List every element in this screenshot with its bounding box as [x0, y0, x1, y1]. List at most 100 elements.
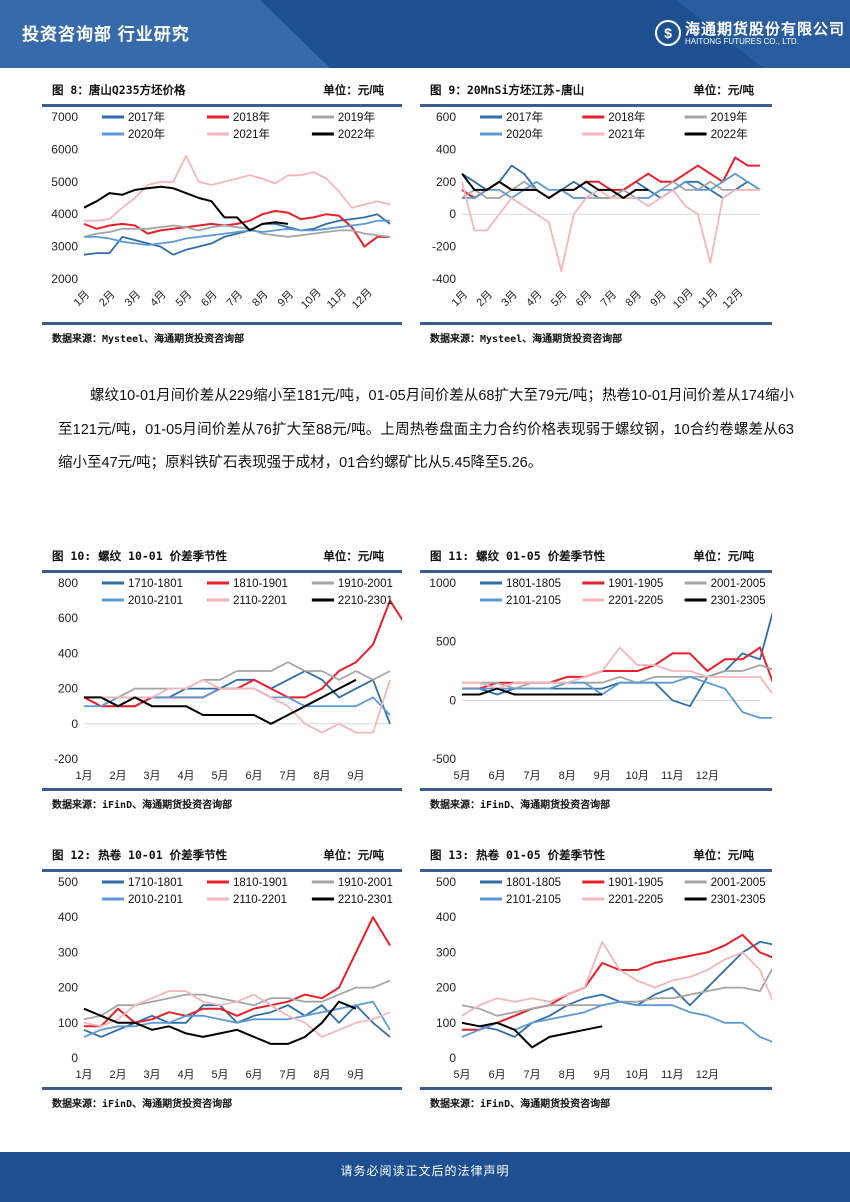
legend-item: 1801-1805	[480, 578, 561, 590]
x-tick-label: 8月	[313, 770, 330, 782]
x-tick-label: 2月	[97, 289, 118, 310]
y-tick-label: -500	[432, 752, 456, 766]
series-line-2019年	[83, 224, 391, 238]
x-tick-label: 9月	[347, 1069, 364, 1081]
legend-label: 2010-2101	[128, 595, 183, 607]
x-tick-label: 3月	[143, 1069, 160, 1081]
series-line-2018年	[461, 156, 760, 199]
series-line-2101-2105	[462, 676, 772, 719]
y-tick-label: 200	[58, 981, 78, 995]
legend-label: 2301-2305	[711, 595, 766, 607]
y-tick-label: 0	[71, 717, 78, 731]
series-line-2301-2305	[461, 1021, 603, 1049]
legend-item: 1710-1801	[102, 578, 183, 590]
x-tick-label: 5月	[453, 770, 470, 782]
legend-item: 2021年	[582, 127, 645, 141]
legend-label: 2022年	[338, 127, 375, 141]
y-tick-label: 600	[58, 611, 78, 625]
legend-item: 1910-2001	[311, 877, 393, 889]
x-tick-label: 5月	[174, 289, 195, 310]
x-tick-label: 2月	[109, 1069, 126, 1081]
chart-unit: 单位：元/吨	[323, 850, 384, 862]
y-tick-label: 500	[58, 875, 78, 889]
legend-item: 2201-2205	[582, 595, 663, 607]
legend-item: 1910-2001	[311, 578, 393, 590]
bottom-rule	[42, 322, 402, 325]
x-tick-label: 3月	[123, 289, 144, 310]
legend-item: 2022年	[684, 127, 748, 141]
series-line-1910-2001	[83, 979, 391, 1021]
chart-plot: -200 0 200 400 600 800 1月 2月 3月 4月 5月 6月 7月 8月 9月 1710-…	[54, 576, 402, 782]
series-line-2022年	[83, 185, 289, 232]
y-tick-label: 400	[58, 646, 78, 660]
chart-plot: 2000 3000 4000 5000 6000 7000 1月 2月 3月 4月 5月 6月 7月 8月…	[51, 110, 391, 311]
y-tick-label: 100	[58, 1016, 78, 1030]
y-tick-label: 6000	[51, 142, 78, 156]
series-line-1810-1901	[83, 599, 402, 708]
legend-item: 2210-2301	[311, 595, 393, 607]
chart-panel-fig12: 图 12: 热卷 10-01 价差季节性 单位：元/吨 数据来源：iFinD、海通期…	[42, 847, 402, 1110]
page-header: 投资咨询部 行业研究 $ 海通期货股份有限公司 HAITONG FUTURES …	[0, 0, 850, 68]
x-tick-label: 4月	[177, 770, 194, 782]
legend-label: 2017年	[506, 110, 543, 124]
x-tick-label: 7月	[279, 770, 296, 782]
x-tick-label: 10月	[299, 286, 324, 311]
y-tick-label: 400	[436, 142, 456, 156]
x-tick-label: 7月	[524, 1069, 541, 1081]
x-tick-label: 5月	[211, 1069, 228, 1081]
x-tick-label: 5月	[453, 1069, 470, 1081]
legend-label: 1810-1901	[233, 877, 288, 889]
y-tick-label: 0	[449, 693, 456, 707]
x-tick-label: 7月	[524, 770, 541, 782]
y-tick-label: 600	[436, 110, 456, 124]
y-tick-label: 2000	[51, 272, 78, 286]
x-tick-label: 9月	[347, 770, 364, 782]
bottom-rule	[420, 1087, 772, 1090]
y-tick-label: -400	[432, 272, 456, 286]
chart-panel-fig11: 图 11: 螺纹 01-05 价差季节性 单位：元/吨 数据来源：iFinD、海通期…	[420, 548, 772, 811]
y-tick-label: 5000	[51, 175, 78, 189]
legend-item: 2301-2305	[684, 595, 766, 607]
x-tick-label: 10月	[626, 770, 649, 782]
y-tick-label: 800	[58, 576, 78, 590]
legend-label: 2101-2105	[506, 595, 561, 607]
x-tick-label: 9月	[276, 289, 297, 310]
x-tick-label: 4月	[524, 289, 545, 310]
series-line-2301-2305	[462, 687, 603, 696]
legend-label: 2201-2205	[608, 894, 663, 906]
y-tick-label: 0	[71, 1051, 78, 1065]
logo-company-name: 海通期货股份有限公司	[685, 21, 846, 38]
haitong-logo-icon: $	[655, 20, 681, 46]
chart-unit: 单位：元/吨	[323, 551, 384, 563]
chart-source: 数据来源：iFinD、海通期货投资咨询部	[52, 1099, 233, 1110]
legend-label: 1801-1805	[506, 877, 561, 889]
y-tick-label: 0	[449, 207, 456, 221]
legend-label: 2210-2301	[338, 894, 393, 906]
legend-item: 2001-2005	[684, 578, 766, 590]
x-tick-label: 1月	[72, 289, 93, 310]
chart-source: 数据来源：Mysteel、海通期货投资咨询部	[430, 334, 623, 345]
x-tick-label: 1月	[75, 1069, 92, 1081]
chart-title: 图 11: 螺纹 01-05 价差季节性	[430, 549, 606, 563]
legend-label: 2001-2005	[711, 578, 766, 590]
legend-label: 1901-1905	[608, 578, 663, 590]
chart-unit: 单位：元/吨	[693, 85, 754, 97]
x-tick-label: 6月	[245, 770, 262, 782]
x-tick-label: 8月	[623, 289, 644, 310]
legend-label: 2018年	[233, 110, 270, 124]
chart-title: 图 8：唐山Q235方坯价格	[52, 83, 186, 97]
body-paragraph: 螺纹10-01月间价差从229缩小至181元/吨，01-05月间价差从68扩大至…	[58, 388, 794, 471]
legend-item: 1810-1901	[206, 877, 288, 889]
series-line-2020年	[84, 219, 390, 246]
legend-item: 2017年	[102, 110, 165, 124]
top-rule	[42, 104, 402, 107]
x-tick-label: 6月	[245, 1069, 262, 1081]
y-tick-label: 400	[436, 910, 456, 924]
legend-item: 1801-1805	[480, 877, 561, 889]
x-tick-label: 2月	[474, 289, 495, 310]
legend-label: 2210-2301	[338, 595, 393, 607]
x-tick-label: 6月	[574, 289, 595, 310]
legend-item: 2110-2201	[206, 595, 287, 607]
x-tick-label: 4月	[148, 289, 169, 310]
legend-label: 2101-2105	[506, 894, 561, 906]
